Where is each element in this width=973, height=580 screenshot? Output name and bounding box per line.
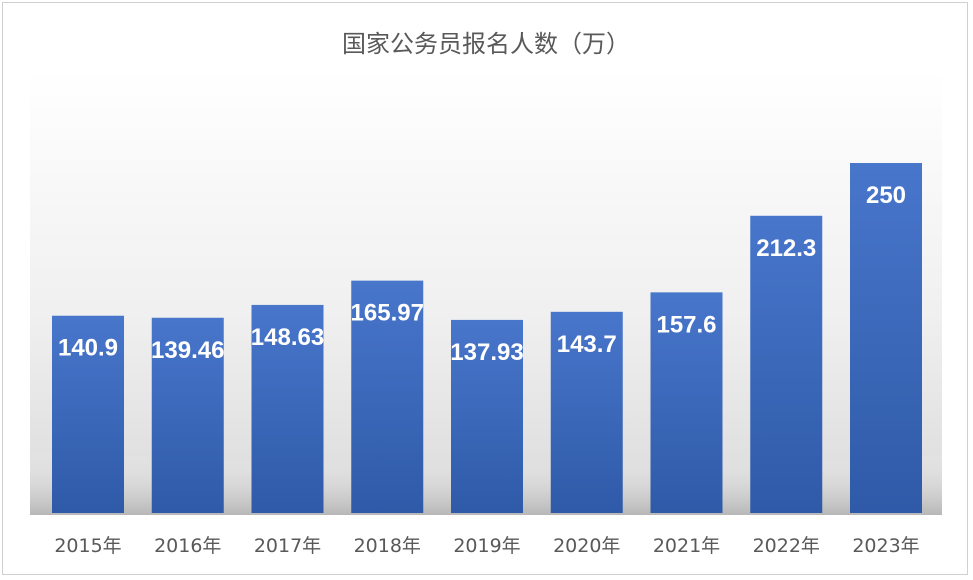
bar-7: [750, 215, 823, 513]
x-tick-label-5: 2020年: [553, 535, 620, 557]
x-tick-label-3: 2018年: [354, 535, 421, 557]
data-labels-group: 140.9 139.46 148.63 165.97 137.93 143.7 157.6 2…: [58, 182, 906, 366]
bar-0: [52, 315, 124, 513]
data-label-6: 157.6: [656, 311, 716, 338]
bar-4: [451, 319, 523, 513]
data-label-3: 165.97: [351, 300, 424, 327]
data-label-2: 148.63: [251, 324, 324, 351]
data-label-4: 137.93: [450, 339, 523, 366]
data-label-5: 143.7: [557, 331, 617, 358]
bar-2: [251, 304, 324, 513]
x-tick-label-8: 2023年: [852, 535, 919, 557]
bar-3: [351, 280, 424, 513]
x-tick-label-6: 2021年: [653, 535, 720, 557]
data-label-8: 250: [866, 182, 906, 209]
data-label-1: 139.46: [151, 337, 224, 364]
data-label-0: 140.9: [58, 335, 118, 362]
bar-5: [550, 311, 623, 513]
bars-group: [52, 163, 922, 513]
bar-8: [850, 163, 922, 513]
x-tick-labels-group: 2015年 2016年 2017年 2018年 2019年 2020年 2021年 2022年…: [54, 535, 919, 557]
chart-title: 国家公务员报名人数（万）: [342, 30, 630, 58]
x-tick-label-1: 2016年: [154, 535, 221, 557]
x-tick-label-0: 2015年: [54, 535, 121, 557]
x-tick-label-7: 2022年: [753, 535, 820, 557]
data-label-7: 212.3: [756, 235, 816, 262]
bar-6: [650, 292, 723, 513]
x-tick-label-2: 2017年: [254, 535, 321, 557]
x-tick-label-4: 2019年: [453, 535, 520, 557]
bar-1: [151, 317, 224, 513]
